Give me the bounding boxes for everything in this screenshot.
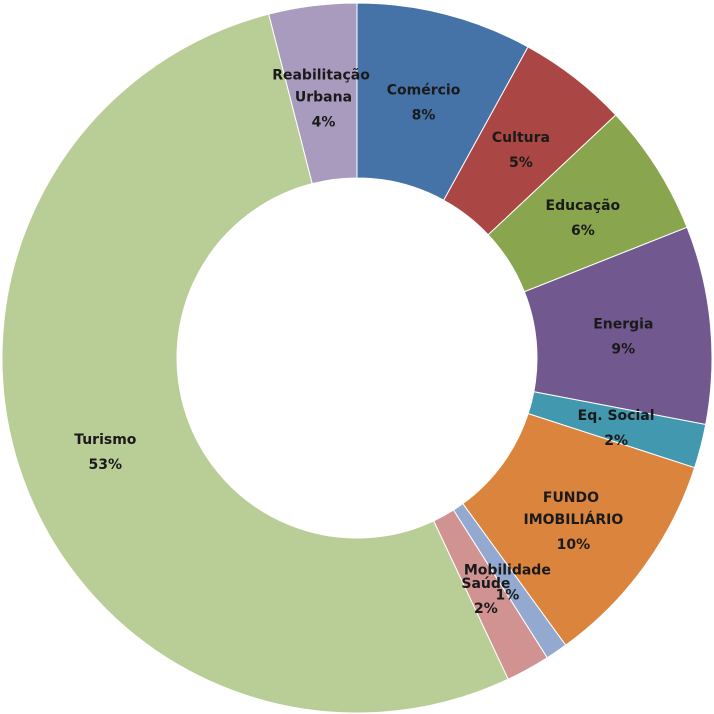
segment-value-label: 53% <box>89 457 123 473</box>
segment-value-label: 2% <box>474 601 498 617</box>
segment-label: FUNDO IMOBILIÁRIO <box>524 490 624 528</box>
donut-segment <box>268 2 358 185</box>
segment-value-label: 5% <box>509 155 533 171</box>
segment-label: Educação <box>546 198 621 214</box>
segment-label: Saúde <box>461 576 510 592</box>
segment-value-label: 4% <box>312 115 336 131</box>
segment-label: Cultura <box>492 130 550 146</box>
label-line: FUNDO <box>543 490 604 506</box>
label-line: Reabilitação <box>272 68 375 84</box>
segment-value-label: 10% <box>557 537 591 553</box>
donut-segment <box>1 13 509 714</box>
label-line: IMOBILIÁRIO <box>524 511 624 528</box>
segment-label: Reabilitação Urbana <box>272 68 375 106</box>
segment-value-label: 9% <box>611 341 635 357</box>
segment-value-label: 6% <box>571 223 595 239</box>
segment-label: Eq. Social <box>578 408 655 424</box>
segment-value-label: 1% <box>495 588 519 604</box>
segment-label: Energia <box>593 316 653 332</box>
segment-value-label: 8% <box>412 107 436 123</box>
segment-label: Mobilidade <box>464 563 551 579</box>
segment-label: Comércio <box>387 82 461 98</box>
segment-value-label: 2% <box>604 433 628 449</box>
label-line: Urbana <box>295 90 352 106</box>
segment-label: Turismo <box>74 432 137 448</box>
